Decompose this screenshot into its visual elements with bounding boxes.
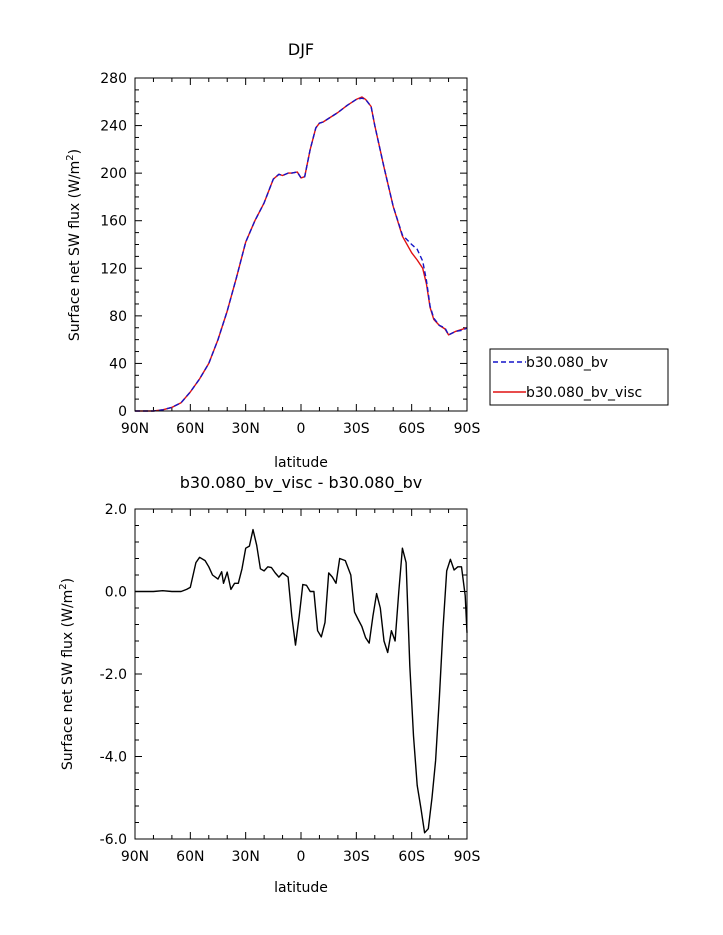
bottom-y-tick-label: 0.0	[105, 585, 127, 601]
top-y-tick-label: 0	[118, 404, 127, 420]
bottom-x-axis-label: latitude	[274, 880, 328, 896]
top-x-tick-label: 60S	[398, 421, 425, 437]
bottom-x-tick-label: 90N	[121, 849, 149, 865]
legend: b30.080_bv b30.080_bv_visc	[489, 348, 669, 406]
bottom-panel: b30.080_bv_visc - b30.080_bv 90N 60N 30N 0 3…	[58, 473, 480, 896]
bottom-x-tick-label: 30N	[232, 849, 260, 865]
legend-box	[489, 348, 669, 406]
bottom-y-tick-label: -4.0	[100, 750, 127, 766]
top-series-group	[135, 96, 468, 412]
top-plot-frame	[134, 77, 468, 412]
bottom-x-tick-label: 90S	[454, 849, 481, 865]
bottom-y-tick-label: -6.0	[100, 832, 127, 848]
top-x-tick-label: 30N	[232, 421, 260, 437]
top-panel: DJF 90N 60N 30N 0 30S 60S 90S 0 40 80 120 160 200 240…	[65, 40, 480, 471]
top-series-line-b30-080-bv	[135, 97, 468, 412]
bottom-plot-frame	[134, 508, 468, 840]
top-x-tick-label: 0	[297, 421, 306, 437]
bottom-x-tick-label: 60S	[398, 849, 425, 865]
bottom-series-group	[135, 528, 468, 834]
top-y-tick-label: 80	[109, 309, 127, 325]
bottom-x-tick-label: 0	[297, 849, 306, 865]
bottom-y-tick-label: -2.0	[100, 667, 127, 683]
top-chart-title: DJF	[288, 40, 314, 59]
top-x-tick-label: 90N	[121, 421, 149, 437]
top-x-tick-label: 60N	[176, 421, 204, 437]
top-y-tick-label: 160	[100, 214, 127, 230]
top-axes: 90N 60N 30N 0 30S 60S 90S 0 40 80 120 160 200 240 280	[100, 71, 480, 437]
top-series-line-b30-080-bv-visc	[135, 96, 468, 412]
top-y-tick-label: 200	[100, 166, 127, 182]
top-x-axis-label: latitude	[274, 455, 328, 471]
bottom-x-tick-label: 30S	[343, 849, 370, 865]
legend-label-bv-visc: b30.080_bv_visc	[526, 385, 642, 401]
bottom-series-line-difference	[135, 528, 468, 834]
legend-label-bv: b30.080_bv	[526, 355, 608, 371]
top-y-tick-label: 120	[100, 261, 127, 277]
bottom-x-tick-label: 60N	[176, 849, 204, 865]
top-y-tick-label: 40	[109, 356, 127, 372]
bottom-y-axis-label: Surface net SW flux (W/m2)	[58, 578, 76, 770]
top-y-tick-label: 280	[100, 71, 127, 87]
bottom-y-tick-label: 2.0	[105, 502, 127, 518]
top-y-tick-label: 240	[100, 119, 127, 135]
bottom-axes: 90N 60N 30N 0 30S 60S 90S -6.0 -4.0 -2.0 0.0 2.0	[100, 502, 481, 865]
top-x-tick-label: 30S	[343, 421, 370, 437]
top-x-tick-label: 90S	[454, 421, 481, 437]
top-y-axis-label: Surface net SW flux (W/m2)	[65, 149, 83, 341]
bottom-chart-title: b30.080_bv_visc - b30.080_bv	[180, 473, 423, 493]
